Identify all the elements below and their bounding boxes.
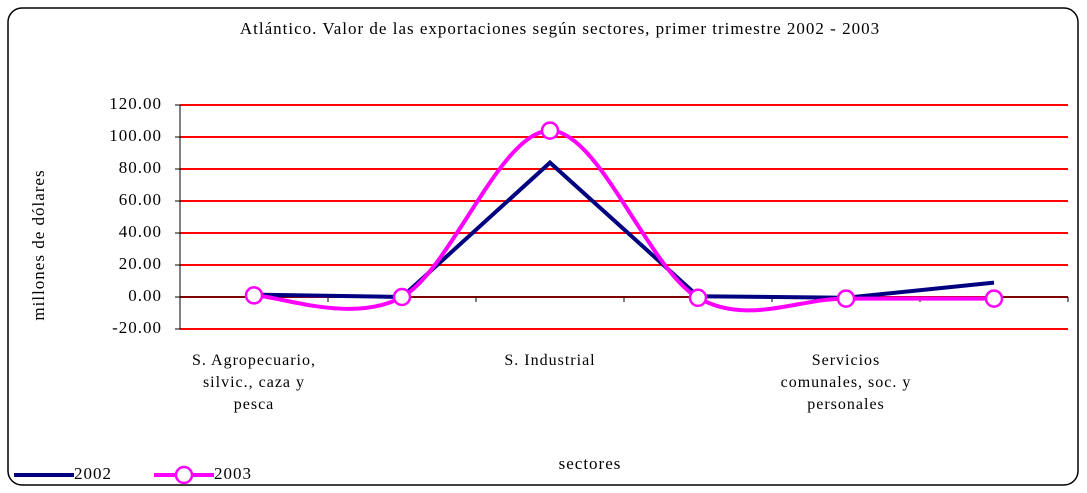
legend-label: 2003 <box>214 464 252 483</box>
y-tick-label: 60.00 <box>119 190 162 209</box>
legend-marker <box>174 465 194 485</box>
y-tick-label: 40.00 <box>119 222 162 241</box>
data-point <box>392 287 412 307</box>
x-tick-label: Servicios comunales, soc. y personales <box>780 352 912 413</box>
data-point <box>244 286 264 305</box>
legend-label: 2002 <box>74 464 112 483</box>
y-tick-label: -20.00 <box>112 318 162 337</box>
y-tick-label: 80.00 <box>119 158 162 177</box>
data-point <box>984 289 1004 308</box>
y-tick-label: 0.00 <box>128 286 162 305</box>
series-line <box>253 159 995 300</box>
chart-border <box>7 7 1079 486</box>
y-tick-label: 120.00 <box>109 94 162 113</box>
x-tick-label: S. Industrial <box>504 352 596 369</box>
y-tick-label: 100.00 <box>109 126 162 145</box>
x-axis-label: sectores <box>559 454 622 473</box>
y-tick-label: 20.00 <box>119 254 162 273</box>
chart-title: Atlántico. Valor de las exportaciones se… <box>239 19 881 38</box>
y-axis-label: millones de dólares <box>29 169 48 320</box>
data-point <box>540 121 560 140</box>
data-point <box>836 289 856 308</box>
x-tick-label: S. Agropecuario, silvic., caza y pesca <box>192 352 316 413</box>
data-point <box>688 288 708 308</box>
